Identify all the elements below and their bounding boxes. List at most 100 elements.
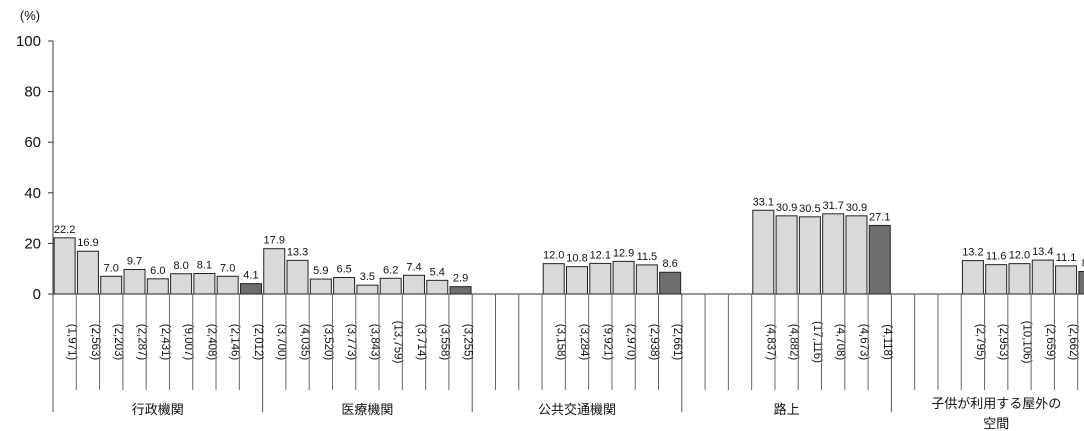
bar-value-label: 11.5	[637, 251, 658, 263]
bar	[822, 213, 845, 295]
bar-value-label: 30.9	[846, 202, 867, 214]
bar	[868, 224, 891, 295]
bar	[170, 273, 193, 295]
bar	[53, 237, 76, 295]
bar-value-label: 30.5	[799, 203, 820, 215]
sample-count-label: (2,795)	[974, 324, 986, 361]
sample-count-label: (2,659)	[1044, 324, 1056, 361]
bar-value-label: 6.0	[150, 265, 165, 277]
bar-value-label: 11.6	[986, 251, 1007, 263]
bar-value-label: 11.1	[1056, 252, 1077, 264]
bar-value-label: 7.0	[220, 262, 235, 274]
sample-count-label: (13,759)	[392, 321, 404, 364]
sample-count-label: (4,837)	[764, 324, 776, 361]
sample-count-label: (4,035)	[299, 324, 311, 361]
bar-value-label: 12.0	[1009, 250, 1030, 262]
bar-value-label: 30.9	[776, 202, 797, 214]
bar	[612, 260, 635, 295]
y-tick-label: 100	[16, 33, 41, 50]
sample-count-label: (3,558)	[438, 324, 450, 361]
sample-count-label: (1,971)	[66, 324, 78, 361]
bar	[798, 216, 821, 295]
bar-value-label: 5.9	[313, 265, 328, 277]
sample-count-label: (2,563)	[89, 324, 101, 361]
sample-count-label: (3,700)	[275, 324, 287, 361]
y-tick-label: 80	[24, 84, 41, 101]
y-tick-label: 60	[24, 134, 41, 151]
bar-value-label: 8.9	[1082, 257, 1084, 269]
bar	[1008, 263, 1031, 295]
bar-value-label: 6.5	[336, 264, 351, 276]
category-label: 空間	[983, 417, 1009, 431]
bar	[542, 263, 565, 295]
sample-count-label: (2,662)	[1067, 324, 1079, 361]
sample-count-label: (2,408)	[205, 324, 217, 361]
sample-count-label: (2,970)	[625, 324, 637, 361]
sample-count-label: (3,843)	[368, 324, 380, 361]
bar-value-label: 33.1	[753, 196, 774, 208]
sample-count-label: (3,284)	[578, 324, 590, 361]
bar-value-label: 5.4	[430, 266, 445, 278]
bar	[356, 284, 379, 295]
sample-count-label: (3,255)	[462, 324, 474, 361]
bar	[426, 279, 449, 295]
bar-value-label: 4.1	[243, 270, 258, 282]
bar	[659, 271, 682, 295]
bar-value-label: 27.1	[869, 211, 890, 223]
bar-value-label: 17.9	[264, 235, 285, 247]
bar-value-label: 31.7	[822, 200, 843, 212]
sample-count-label: (17,116)	[811, 321, 823, 363]
bar-value-label: 9.7	[127, 255, 142, 267]
bar	[961, 260, 984, 295]
sample-count-label: (2,287)	[136, 324, 148, 361]
sample-count-label: (2,203)	[112, 324, 124, 361]
bar-value-label: 7.0	[104, 262, 119, 274]
sample-count-label: (9,007)	[182, 324, 194, 361]
sample-count-label: (4,708)	[834, 324, 846, 361]
bar	[985, 264, 1008, 295]
sample-count-label: (4,882)	[788, 324, 800, 361]
sample-count-label: (3,158)	[555, 324, 567, 361]
bar	[239, 283, 262, 295]
bar	[1031, 259, 1054, 295]
bars-layer	[53, 209, 1084, 295]
bar	[775, 215, 798, 295]
bar	[402, 274, 425, 295]
sample-count-label: (10,106)	[1020, 321, 1032, 364]
bar-value-label: 12.0	[543, 250, 564, 262]
category-label: 医療機関	[341, 403, 393, 418]
bar-value-label: 13.3	[287, 246, 308, 258]
category-label: 公共交通機関	[538, 402, 616, 418]
sample-count-label: (2,146)	[229, 324, 241, 361]
bar-value-label: 8.0	[173, 260, 188, 272]
sample-count-label: (2,953)	[997, 324, 1009, 361]
sample-count-label: (2,661)	[671, 324, 683, 361]
bar	[123, 268, 146, 295]
bar-value-label: 13.2	[962, 247, 983, 259]
category-label: 路上	[774, 402, 800, 418]
bar-value-label: 12.1	[590, 249, 611, 261]
bar-value-label: 3.5	[360, 271, 375, 283]
bar	[379, 277, 402, 295]
bar	[845, 215, 868, 295]
bar	[100, 275, 123, 295]
sample-count-label: (4,673)	[857, 324, 869, 361]
category-label: 子供が利用する屋外の	[931, 397, 1061, 412]
bar-value-label: 13.4	[1032, 246, 1053, 258]
y-unit-label: (%)	[20, 8, 40, 23]
bar-value-label: 2.9	[453, 273, 468, 285]
bar	[1078, 270, 1084, 295]
sample-count-label: (3,773)	[345, 324, 357, 361]
bar-value-label: 6.2	[383, 264, 398, 276]
sample-count-label: (2,012)	[252, 324, 264, 361]
bar	[76, 250, 99, 295]
bar-value-label: 16.9	[77, 237, 98, 249]
bar	[193, 273, 216, 295]
bar	[752, 209, 775, 295]
bar-value-label: 8.6	[663, 258, 678, 270]
sample-count-label: (3,520)	[322, 324, 334, 361]
bar-value-label: 7.4	[406, 261, 421, 273]
count-table-layer: (1,971) (2,563) (2,203) (2,287) (2,431) (9,00…	[52, 294, 1079, 431]
sample-count-label: (3,714)	[415, 324, 427, 361]
